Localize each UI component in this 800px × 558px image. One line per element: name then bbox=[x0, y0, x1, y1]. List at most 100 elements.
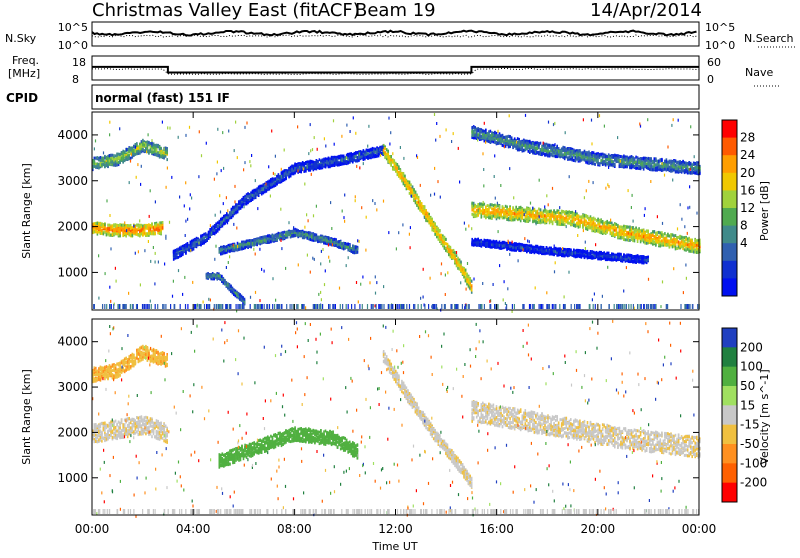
data-cell bbox=[162, 226, 164, 229]
data-cell bbox=[256, 189, 258, 192]
data-cell bbox=[130, 157, 132, 160]
data-cell bbox=[454, 251, 456, 254]
data-cell bbox=[553, 216, 555, 219]
data-cell bbox=[188, 246, 190, 249]
data-cell bbox=[564, 223, 566, 226]
data-cell bbox=[110, 228, 112, 231]
data-cell bbox=[558, 215, 560, 218]
data-cell bbox=[154, 153, 156, 156]
data-cell bbox=[107, 161, 109, 164]
data-cell bbox=[442, 236, 444, 239]
data-cell bbox=[310, 167, 312, 170]
data-cell bbox=[313, 167, 315, 170]
data-cell bbox=[503, 216, 505, 219]
data-cell bbox=[549, 210, 551, 213]
data-cell bbox=[477, 203, 479, 206]
data-cell bbox=[122, 157, 124, 160]
data-cell bbox=[303, 162, 305, 165]
data-cell bbox=[241, 247, 243, 250]
data-cell bbox=[509, 215, 511, 218]
data-cell bbox=[116, 153, 118, 156]
data-cell bbox=[424, 206, 426, 209]
data-cell bbox=[122, 152, 124, 155]
data-cell bbox=[328, 162, 330, 165]
data-cell bbox=[357, 156, 359, 159]
data-cell bbox=[466, 280, 468, 283]
data-cell bbox=[532, 215, 534, 218]
data-cell bbox=[341, 242, 343, 245]
data-cell bbox=[207, 273, 209, 276]
data-cell bbox=[281, 175, 283, 178]
data-cell bbox=[425, 215, 427, 218]
data-cell bbox=[463, 269, 465, 272]
data-cell bbox=[98, 167, 100, 170]
data-cell bbox=[502, 206, 504, 209]
data-cell bbox=[241, 298, 243, 301]
data-cell bbox=[293, 230, 295, 233]
data-cell bbox=[253, 242, 255, 245]
data-cell bbox=[284, 235, 286, 238]
data-cell bbox=[562, 216, 564, 219]
data-cell bbox=[310, 238, 312, 241]
data-cell bbox=[300, 234, 302, 237]
data-cell bbox=[508, 218, 510, 221]
data-cell bbox=[200, 241, 202, 244]
data-cell bbox=[115, 229, 117, 232]
data-cell bbox=[351, 157, 353, 160]
data-cell bbox=[150, 149, 152, 152]
data-cell bbox=[156, 144, 158, 147]
data-cell bbox=[113, 229, 115, 232]
data-cell bbox=[308, 235, 310, 238]
data-cell bbox=[153, 146, 155, 149]
data-cell bbox=[139, 151, 141, 154]
data-cell bbox=[332, 238, 334, 241]
data-cell bbox=[544, 222, 546, 225]
data-cell bbox=[314, 166, 316, 169]
data-cell bbox=[296, 163, 298, 166]
data-cell bbox=[481, 210, 483, 213]
data-cell bbox=[97, 165, 99, 168]
data-cell bbox=[584, 214, 586, 217]
data-cell bbox=[490, 216, 492, 219]
data-cell bbox=[269, 180, 271, 183]
data-cell bbox=[133, 149, 135, 152]
data-cell bbox=[344, 160, 346, 163]
data-cell bbox=[556, 209, 558, 212]
data-cell bbox=[546, 210, 548, 213]
data-cell bbox=[240, 207, 242, 210]
data-cell bbox=[235, 292, 237, 295]
data-cell bbox=[436, 232, 438, 235]
data-cell bbox=[128, 224, 130, 227]
data-cell bbox=[229, 211, 231, 214]
data-cell bbox=[349, 245, 351, 248]
data-cell bbox=[459, 261, 461, 264]
data-cell bbox=[150, 145, 152, 148]
data-cell bbox=[144, 229, 146, 232]
data-cell bbox=[540, 215, 542, 218]
data-cell bbox=[148, 149, 150, 152]
data-cell bbox=[299, 233, 301, 236]
data-cell bbox=[471, 213, 473, 216]
data-cell bbox=[578, 215, 580, 218]
freq-unit-label: [MHz] bbox=[8, 67, 40, 80]
data-cell bbox=[529, 217, 531, 220]
data-cell bbox=[502, 211, 504, 214]
data-cell bbox=[215, 276, 217, 279]
data-cell bbox=[488, 209, 490, 212]
data-cell bbox=[511, 215, 513, 218]
data-cell bbox=[153, 143, 155, 146]
data-cell bbox=[387, 160, 389, 163]
data-cell bbox=[337, 156, 339, 159]
data-cell bbox=[229, 244, 231, 247]
data-cell bbox=[225, 217, 227, 220]
data-cell bbox=[325, 238, 327, 241]
data-cell bbox=[150, 228, 152, 231]
data-cell bbox=[354, 152, 356, 155]
data-cell bbox=[550, 220, 552, 223]
data-cell bbox=[232, 247, 234, 250]
data-cell bbox=[490, 211, 492, 214]
data-cell bbox=[347, 246, 349, 249]
data-cell bbox=[297, 165, 299, 168]
data-cell bbox=[363, 154, 365, 157]
data-cell bbox=[573, 224, 575, 227]
